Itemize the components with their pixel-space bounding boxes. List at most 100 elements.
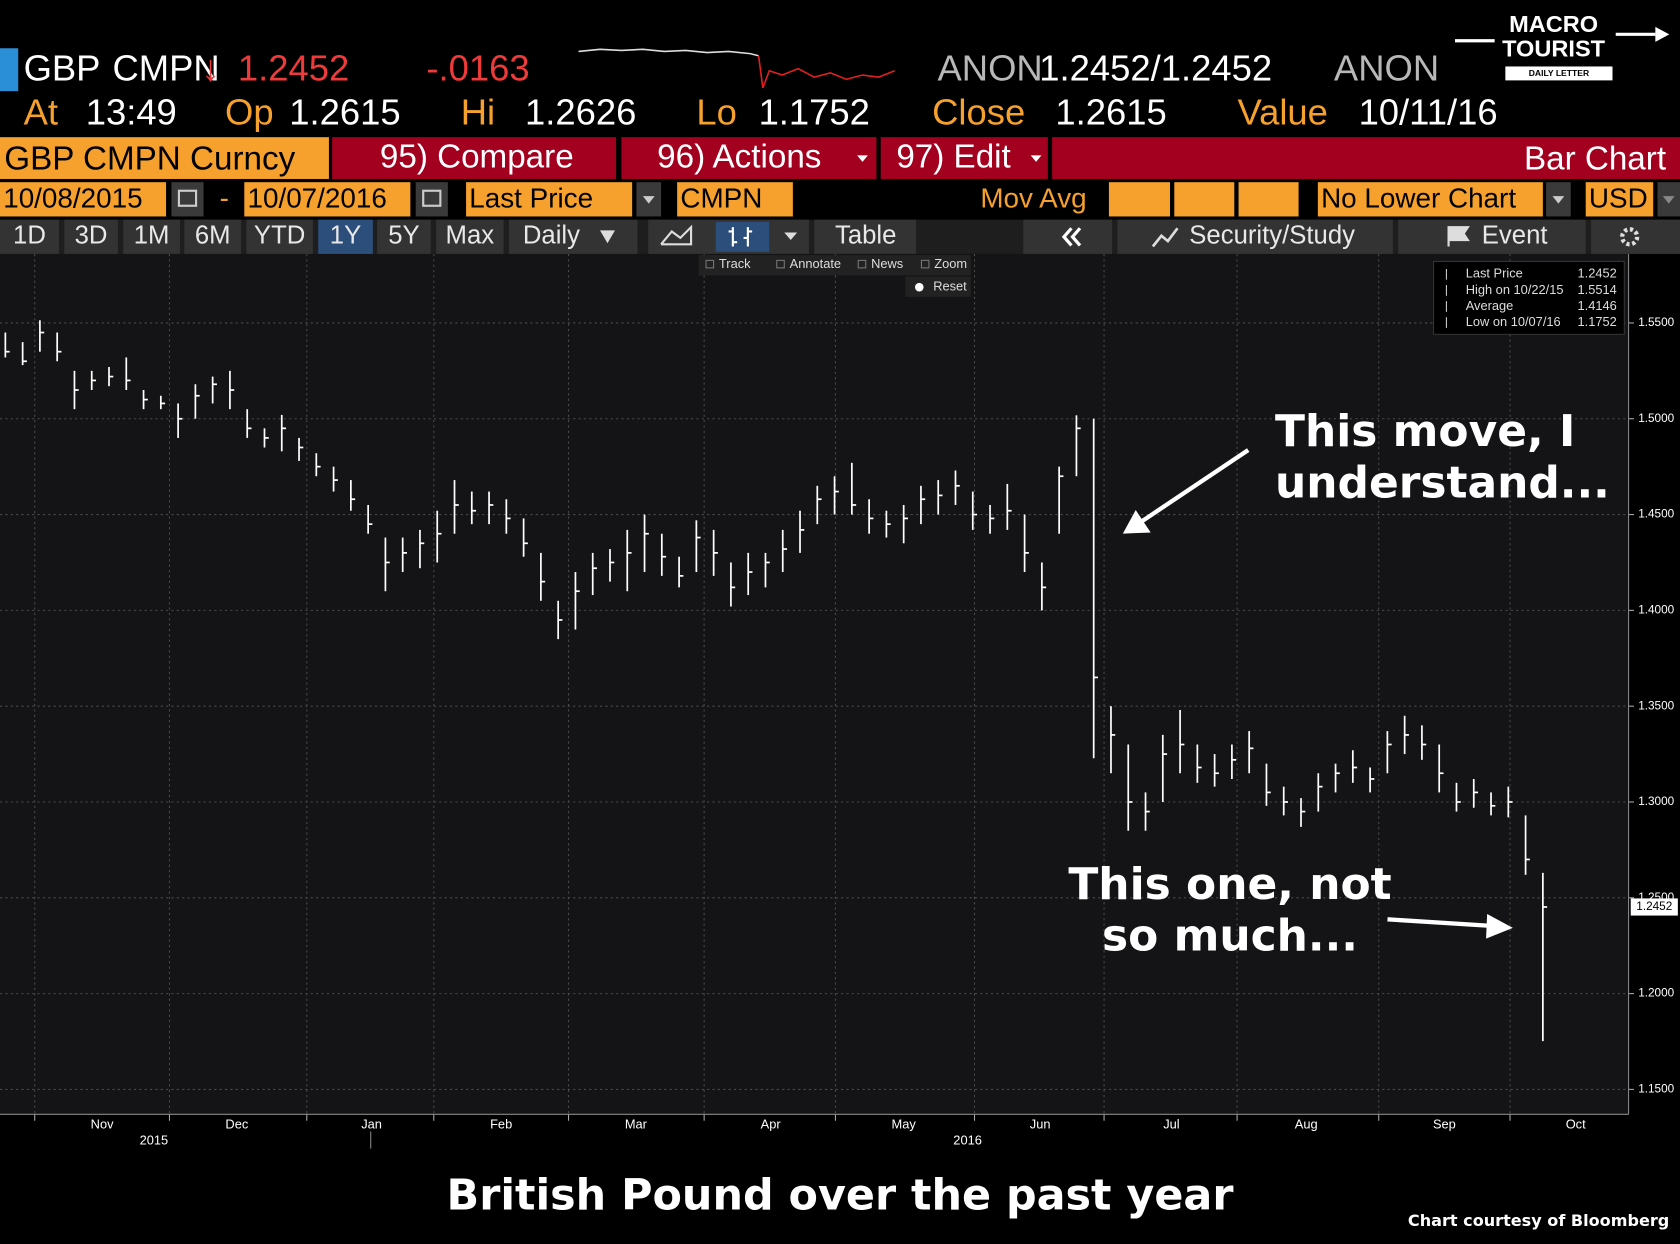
dropdown-caret: [600, 230, 615, 244]
table-button[interactable]: [814, 219, 917, 254]
tool-label[interactable]: Annotate: [790, 256, 841, 271]
dropdown-caret: [1552, 196, 1565, 204]
range-tab[interactable]: [436, 219, 504, 254]
currency[interactable]: USD: [1589, 183, 1648, 214]
quote-label: At: [24, 91, 58, 132]
study-field[interactable]: [1174, 182, 1235, 217]
menu-button[interactable]: [332, 137, 617, 179]
tool-label[interactable]: News: [871, 256, 903, 271]
x-tick-label: Aug: [1295, 1116, 1318, 1131]
bid-source: ANON: [938, 47, 1043, 88]
quote-label: Value: [1238, 91, 1328, 132]
price-tag-label: 1.2452: [1636, 900, 1672, 913]
tool-label[interactable]: Track: [719, 256, 751, 271]
security-name: GBP CMPN Curncy: [4, 141, 295, 178]
quote-label: Lo: [696, 91, 736, 132]
reset-icon: [915, 282, 924, 292]
tool-icon: [857, 259, 867, 269]
range-tab-label[interactable]: 3D: [75, 222, 108, 250]
range-tab[interactable]: [123, 219, 180, 254]
title-bar: [1052, 137, 1680, 179]
menu-label[interactable]: 97) Edit: [896, 138, 1010, 175]
legend-label: Average: [1466, 298, 1514, 313]
study-field[interactable]: [1108, 182, 1170, 217]
calendar-icon: [422, 189, 442, 207]
menu-button[interactable]: [880, 137, 1048, 179]
study-label[interactable]: Security/Study: [1189, 222, 1355, 250]
x-tick-label: Dec: [225, 1116, 248, 1131]
dropdown-caret: [1662, 196, 1675, 204]
ticker-marker: [0, 48, 19, 92]
x-tick-label: Feb: [490, 1116, 512, 1131]
calendar-button[interactable]: [415, 182, 448, 217]
source-field[interactable]: [677, 182, 793, 217]
range-tab-label[interactable]: 1M: [134, 222, 170, 250]
lower-chart[interactable]: No Lower Chart: [1321, 183, 1516, 214]
end-date[interactable]: 10/07/2016: [247, 183, 386, 214]
price-field[interactable]: Last Price: [469, 183, 593, 214]
tool-label[interactable]: Zoom: [934, 256, 967, 271]
menu-label[interactable]: 95) Compare: [380, 138, 574, 175]
date-field[interactable]: [244, 182, 411, 217]
x-tick-label: Mar: [625, 1116, 648, 1131]
range-tab[interactable]: [508, 219, 638, 254]
line-chart-icon[interactable]: [660, 224, 693, 246]
sparkline-today: [757, 55, 895, 89]
price-tag: [1630, 898, 1678, 916]
dropdown-caret: [857, 155, 868, 162]
calendar-button[interactable]: [171, 182, 204, 217]
logo-line: DAILY LETTER: [1529, 68, 1590, 78]
tool-icon: [705, 259, 715, 269]
reset-label[interactable]: Reset: [933, 279, 967, 294]
range-tab[interactable]: [0, 219, 59, 254]
tool-icon: [776, 259, 785, 269]
dropdown-caret: [784, 232, 798, 241]
x-tick-label: May: [892, 1116, 917, 1131]
range-tab-label[interactable]: 1Y: [330, 222, 361, 250]
menu-label[interactable]: 96) Actions: [657, 138, 821, 175]
table-label[interactable]: Table: [835, 222, 896, 250]
logo-arrowhead: [1655, 26, 1670, 42]
sparkline-prior: [578, 48, 759, 57]
range-tab[interactable]: [246, 219, 313, 254]
range-tab[interactable]: [318, 219, 373, 254]
range-tab-label[interactable]: 6M: [195, 222, 231, 250]
chart: 1.15001.20001.25001.30001.35001.40001.45…: [0, 253, 1678, 1149]
y-tick-label: 1.4000: [1638, 603, 1674, 616]
menu-button[interactable]: [621, 137, 877, 179]
tab-bar: 1D 3D 1M 6M YTD 1Y 5Y Max Daily: [0, 219, 638, 254]
quote-label: Hi: [461, 91, 495, 132]
event-button[interactable]: [1398, 219, 1586, 254]
x-tick-label: Jun: [1030, 1116, 1051, 1131]
field-select[interactable]: [466, 182, 633, 217]
event-label[interactable]: Event: [1482, 222, 1548, 250]
bar-chart-icon-bg[interactable]: [715, 221, 770, 252]
legend: Last Price 1.2452 High on 10/22/15 1.5514 Av…: [1445, 266, 1617, 329]
range-tab-label[interactable]: Daily: [523, 222, 580, 250]
ticker-arrow: ↓: [201, 47, 219, 88]
date-field[interactable]: [0, 182, 167, 217]
credit: Chart courtesy of Bloomberg: [1408, 1211, 1669, 1230]
reset-button[interactable]: [905, 276, 971, 297]
annotation-text: so much...: [1102, 911, 1358, 962]
annotation-arrow: [1139, 448, 1250, 524]
start-date[interactable]: 10/08/2015: [3, 183, 142, 214]
range-tab-label[interactable]: Max: [446, 222, 495, 250]
range-tab[interactable]: [377, 219, 431, 254]
range-tab-label[interactable]: 5Y: [388, 222, 419, 250]
pricing-source[interactable]: CMPN: [680, 183, 762, 214]
legend-value: 1.4146: [1577, 298, 1616, 313]
currency-select[interactable]: [1585, 182, 1654, 217]
range-tab-label[interactable]: 1D: [13, 222, 46, 250]
collapse-button[interactable]: [1023, 219, 1113, 254]
range-tab[interactable]: [184, 219, 242, 254]
quote-value: 1.2626: [525, 91, 636, 132]
ticker-change: -.0163: [426, 47, 529, 88]
y-tick-label: 1.5500: [1638, 316, 1674, 329]
lower-chart-select[interactable]: [1317, 182, 1543, 217]
quote-value: 13:49: [86, 91, 177, 132]
study-field[interactable]: [1238, 182, 1299, 217]
study-label: Mov Avg: [980, 183, 1086, 214]
range-tab[interactable]: [64, 219, 118, 254]
range-tab-label[interactable]: YTD: [254, 222, 305, 250]
